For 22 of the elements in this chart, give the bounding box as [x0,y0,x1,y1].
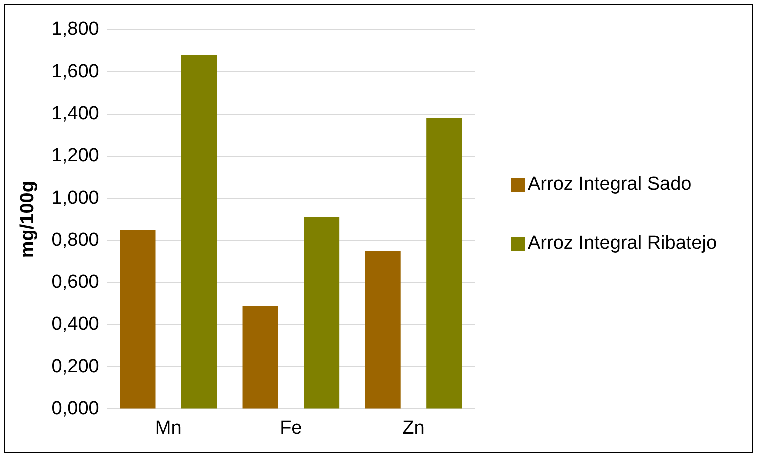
bar [426,118,462,409]
y-tick-label: 1,800 [52,19,100,40]
legend-label: Arroz Integral Ribatejo [528,232,718,256]
y-tick-label: 1,400 [52,104,100,124]
y-tick-label: 0,000 [52,398,100,420]
y-tick-label: 0,800 [52,230,100,251]
legend-label: Arroz Integral Sado [528,173,692,197]
x-tick-label: Fe [280,418,302,439]
y-tick-label: 1,200 [52,146,100,167]
y-tick-label: 0,600 [52,272,100,294]
bar [242,306,278,409]
y-tick-label: 1,000 [52,188,100,209]
y-tick-label: 0,200 [52,356,100,378]
y-axis-title: mg/100g [18,181,39,258]
bar [304,217,340,409]
x-tick-label: Mn [155,418,182,439]
y-tick-label: 0,400 [52,314,100,336]
bar [181,55,218,409]
bar [365,251,401,409]
y-tick-label: 1,600 [52,61,100,82]
x-tick-label: Zn [402,418,425,439]
bar [120,230,156,409]
